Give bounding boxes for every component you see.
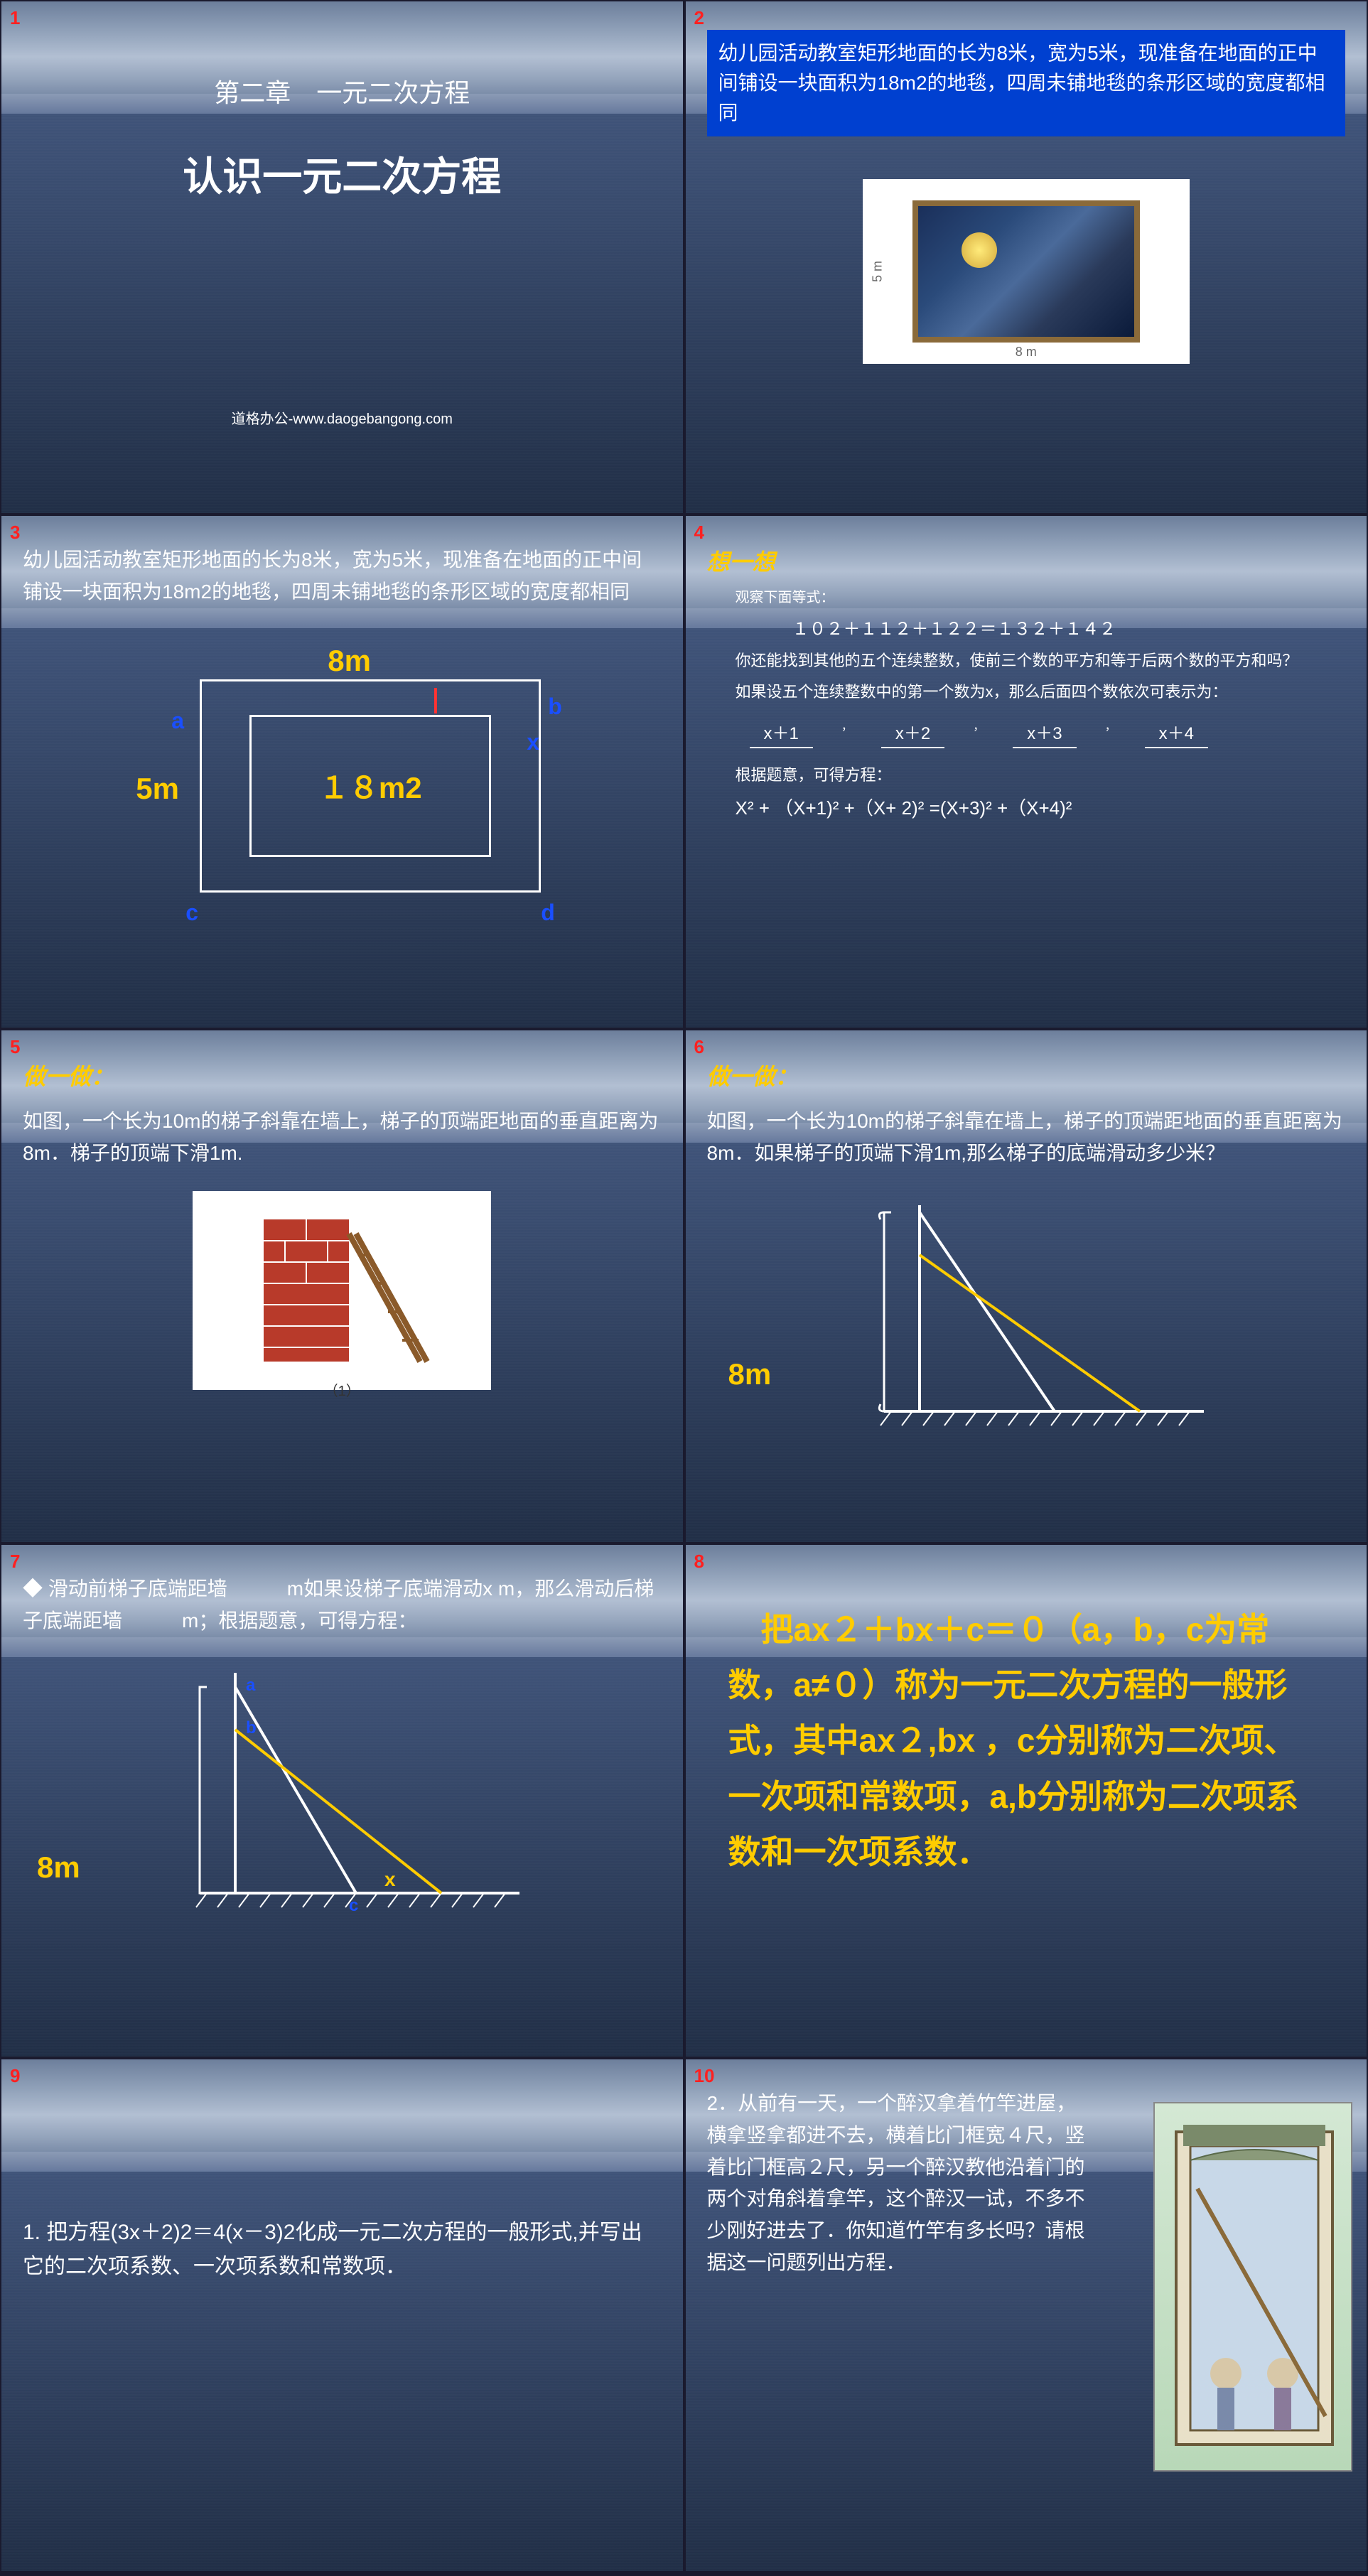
slide-number: 6 xyxy=(694,1036,704,1058)
inner-rectangle: １８m2 xyxy=(249,715,491,857)
slide-8: 8 把ax２＋bx＋c＝０（a，b，c为常数，a≠０）称为一元二次方程的一般形式… xyxy=(686,1545,1367,2057)
rectangle-diagram: 8m 5m a b c d x １８m2 xyxy=(129,637,555,907)
corner-d: d xyxy=(541,900,555,926)
painting-image xyxy=(912,200,1140,343)
slide-grid: 1 第二章 一元二次方程 认识一元二次方程 道格办公-www.daogebang… xyxy=(0,0,1368,2572)
main-title: 认识一元二次方程 xyxy=(23,145,662,203)
ladder-picture: （1） xyxy=(193,1191,491,1390)
slide-3: 3 幼儿园活动教室矩形地面的长为8米，宽为5米，现准备在地面的正中间铺设一块面积… xyxy=(1,516,683,1028)
slide-9: 9 1. 把方程(3x＋2)2＝4(x－3)2化成一元二次方程的一般形式,并写出… xyxy=(1,2059,683,2571)
slide-number: 2 xyxy=(694,7,704,29)
problem-text: 如图，一个长为10m的梯子斜靠在墙上，梯子的顶端距地面的垂直距离为8m．梯子的顶… xyxy=(23,1106,662,1170)
slide-2: 2 幼儿园活动教室矩形地面的长为8米，宽为5米，现准备在地面的正中间铺设一块面积… xyxy=(686,1,1367,513)
term-2: x＋2 xyxy=(881,716,944,748)
point-a: a xyxy=(246,1676,256,1695)
question-text: 你还能找到其他的五个连续整数，使前三个数的平方和等于后两个数的平方和吗？ xyxy=(707,648,1346,671)
slide-6: 6 做一做： 如图，一个长为10m的梯子斜靠在墙上，梯子的顶端距地面的垂直距离为… xyxy=(686,1030,1367,1542)
corner-b: b xyxy=(548,694,562,720)
slide-10: 10 2．从前有一天，一个醉汉拿着竹竿进屋，横拿竖拿都进不去，横着比门框宽４尺，… xyxy=(686,2059,1367,2571)
wall-ladder-svg xyxy=(207,1205,477,1376)
term-3: x＋3 xyxy=(1013,716,1076,748)
height-label: 5 m xyxy=(870,261,885,282)
derive-label: 根据题意，可得方程： xyxy=(707,762,1346,785)
slide-7: 7 ◆ 滑动前梯子底端距墙 m如果设梯子底端滑动x m，那么滑动后梯子底端距墙 … xyxy=(1,1545,683,2057)
slide-5: 5 做一做： 如图，一个长为10m的梯子斜靠在墙上，梯子的顶端距地面的垂直距离为… xyxy=(1,1030,683,1542)
ladder-diagram: a b c x xyxy=(129,1651,555,1922)
carpet-frame: 8 m 5 m xyxy=(863,179,1190,364)
slide-number: 4 xyxy=(694,522,704,544)
var-x: x xyxy=(384,1868,396,1890)
section-heading: 做一做： xyxy=(23,1059,662,1092)
problem-text: ◆ 滑动前梯子底端距墙 m如果设梯子底端滑动x m，那么滑动后梯子底端距墙 m；… xyxy=(23,1573,662,1637)
slide-number: 9 xyxy=(10,2065,20,2087)
problem-box: 幼儿园活动教室矩形地面的长为8米，宽为5米，现准备在地面的正中间铺设一块面积为1… xyxy=(707,30,1346,136)
equation: １０２＋１１２＋１２２＝１３２＋１４２ xyxy=(707,615,1346,640)
left-dim: 5m xyxy=(136,772,179,806)
height-label: 8m xyxy=(37,1850,80,1885)
door-svg xyxy=(1155,2103,1354,2473)
footer-link: 道格办公-www.daogebangong.com xyxy=(1,407,683,428)
slide-number: 5 xyxy=(10,1036,20,1058)
section-heading: 做一做： xyxy=(707,1059,1346,1092)
story-text: 2．从前有一天，一个醉汉拿着竹竿进屋，横拿竖拿都进不去，横着比门框宽４尺，竖着比… xyxy=(707,2088,1090,2543)
term-1: x＋1 xyxy=(750,716,813,748)
ladder-diagram xyxy=(813,1184,1239,1440)
problem-text: 幼儿园活动教室矩形地面的长为8米，宽为5米，现准备在地面的正中间铺设一块面积为1… xyxy=(23,544,662,608)
point-c: c xyxy=(349,1896,358,1915)
slide-number: 7 xyxy=(10,1551,20,1573)
problem-text: 如图，一个长为10m的梯子斜靠在墙上，梯子的顶端距地面的垂直距离为8m．如果梯子… xyxy=(707,1106,1346,1170)
height-label: 8m xyxy=(728,1357,772,1391)
exercise-text: 1. 把方程(3x＋2)2＝4(x－3)2化成一元二次方程的一般形式,并写出它的… xyxy=(23,2216,662,2284)
point-b: b xyxy=(246,1718,257,1737)
slide-number: 1 xyxy=(10,7,20,29)
slide-4: 4 想一想 观察下面等式： １０２＋１１２＋１２２＝１３２＋１４２ 你还能找到其… xyxy=(686,516,1367,1028)
caption: （1） xyxy=(207,1379,477,1400)
definition-text: 把ax２＋bx＋c＝０（a，b，c为常数，a≠０）称为一元二次方程的一般形式，其… xyxy=(707,1573,1346,1908)
terms-row: x＋1， x＋2， x＋3， x＋4 xyxy=(707,716,1346,748)
corner-c: c xyxy=(185,900,198,926)
area-label: １８m2 xyxy=(319,764,422,807)
observe-label: 观察下面等式： xyxy=(707,586,1346,606)
slide-number: 3 xyxy=(10,522,20,544)
setup-text: 如果设五个连续整数中的第一个数为x，那么后面四个数依次可表示为： xyxy=(707,679,1346,702)
door-illustration xyxy=(1153,2102,1352,2472)
slide-number: 8 xyxy=(694,1551,704,1573)
slide-number: 10 xyxy=(694,2065,715,2087)
section-heading: 想一想 xyxy=(707,544,1346,577)
width-label: 8 m xyxy=(1016,345,1037,360)
slide-1: 1 第二章 一元二次方程 认识一元二次方程 道格办公-www.daogebang… xyxy=(1,1,683,513)
term-4: x＋4 xyxy=(1145,716,1208,748)
final-equation: X² + （X+1)² +（X+ 2)² =(X+3)² +（X+4)² xyxy=(707,794,1346,820)
chapter-title: 第二章 一元二次方程 xyxy=(23,72,662,109)
corner-a: a xyxy=(171,708,184,734)
top-dim: 8m xyxy=(328,644,371,678)
